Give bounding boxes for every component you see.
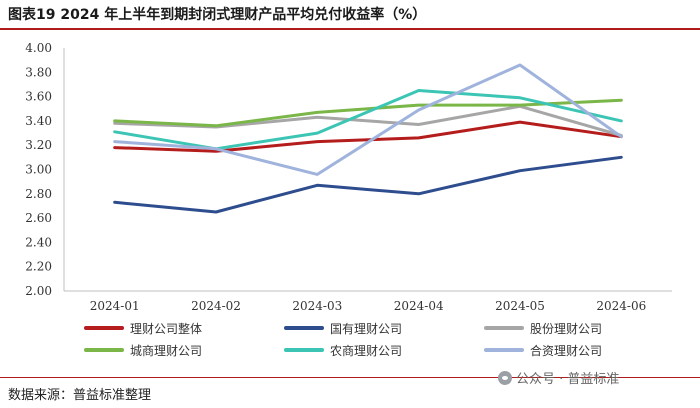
x-tick-label: 2024-06 bbox=[596, 299, 646, 313]
y-tick-label: 2.80 bbox=[25, 187, 52, 201]
x-tick-label: 2024-04 bbox=[394, 299, 444, 313]
watermark-text: 公众号 · 普益标准 bbox=[516, 372, 620, 387]
legend-label: 农商理财公司 bbox=[330, 343, 402, 358]
line-chart: 2.00 2.20 2.40 2.60 2.80 3.00 3.20 3.40 3.60 3.80… bbox=[25, 41, 672, 358]
legend-label: 国有理财公司 bbox=[330, 322, 402, 336]
y-tick-label: 3.60 bbox=[25, 90, 52, 104]
series-line-5 bbox=[113, 89, 623, 151]
y-tick-label: 2.60 bbox=[25, 211, 52, 225]
x-tick-label: 2024-01 bbox=[90, 299, 140, 313]
legend-label: 股份理财公司 bbox=[530, 322, 602, 336]
legend-label: 理财公司整体 bbox=[130, 321, 202, 336]
y-tick-label: 3.20 bbox=[25, 138, 52, 152]
x-tick-label: 2024-02 bbox=[191, 299, 241, 313]
chart-title: 图表19 2024 年上半年到期封闭式理财产品平均兑付收益率（%） bbox=[8, 7, 427, 23]
legend-label: 城商理财公司 bbox=[130, 343, 202, 358]
data-source-note: 数据来源：普益标准整理 bbox=[8, 388, 152, 403]
series-line-1 bbox=[113, 120, 623, 153]
y-tick-label: 3.00 bbox=[25, 163, 52, 177]
series-line-2 bbox=[113, 155, 623, 214]
y-tick-label: 4.00 bbox=[25, 41, 52, 55]
y-tick-label: 2.00 bbox=[25, 284, 52, 298]
watermark: 公众号 · 普益标准 bbox=[498, 368, 619, 387]
x-tick-label: 2024-05 bbox=[495, 299, 545, 313]
y-tick-label: 2.20 bbox=[25, 260, 52, 274]
y-tick-label: 2.40 bbox=[25, 235, 52, 249]
legend-label: 合资理财公司 bbox=[530, 343, 602, 358]
y-tick-label: 3.40 bbox=[25, 114, 52, 128]
series-line-4 bbox=[113, 98, 623, 128]
x-tick-label: 2024-03 bbox=[292, 299, 342, 313]
wechat-icon bbox=[498, 370, 512, 385]
series-line-6 bbox=[113, 63, 623, 176]
title-divider bbox=[0, 28, 700, 30]
y-tick-label: 3.80 bbox=[25, 65, 52, 79]
footer-divider bbox=[0, 377, 700, 378]
